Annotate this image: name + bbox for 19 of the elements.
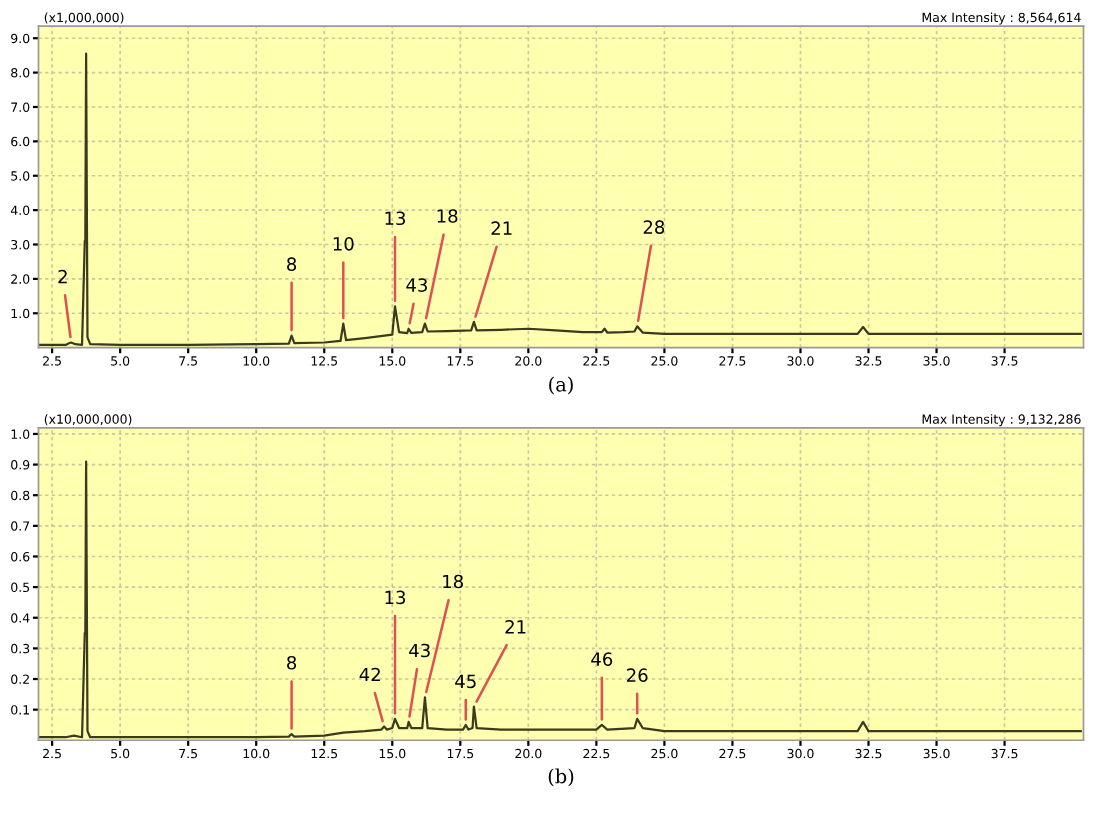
annotation: 2 xyxy=(58,269,67,284)
annotation: 18 xyxy=(437,209,458,223)
annotation: 43 xyxy=(409,643,430,658)
annotation: 26 xyxy=(627,668,648,683)
annotation: 46 xyxy=(591,652,613,666)
annotation: 42 xyxy=(359,667,380,682)
annotation: 13 xyxy=(385,590,406,605)
text: (a) xyxy=(549,376,573,395)
annotation: 43 xyxy=(406,278,427,292)
annotation: 28 xyxy=(643,220,665,234)
annotation: 45 xyxy=(455,674,476,689)
text: (b) xyxy=(548,768,574,787)
annotation: 10 xyxy=(333,236,354,251)
annotation: 21 xyxy=(491,221,512,235)
annotation: 18 xyxy=(443,574,463,589)
annotation: 8 xyxy=(287,655,297,670)
annotation: 21 xyxy=(505,619,526,634)
annotation: 13 xyxy=(385,211,406,226)
annotation: 8 xyxy=(287,257,297,272)
